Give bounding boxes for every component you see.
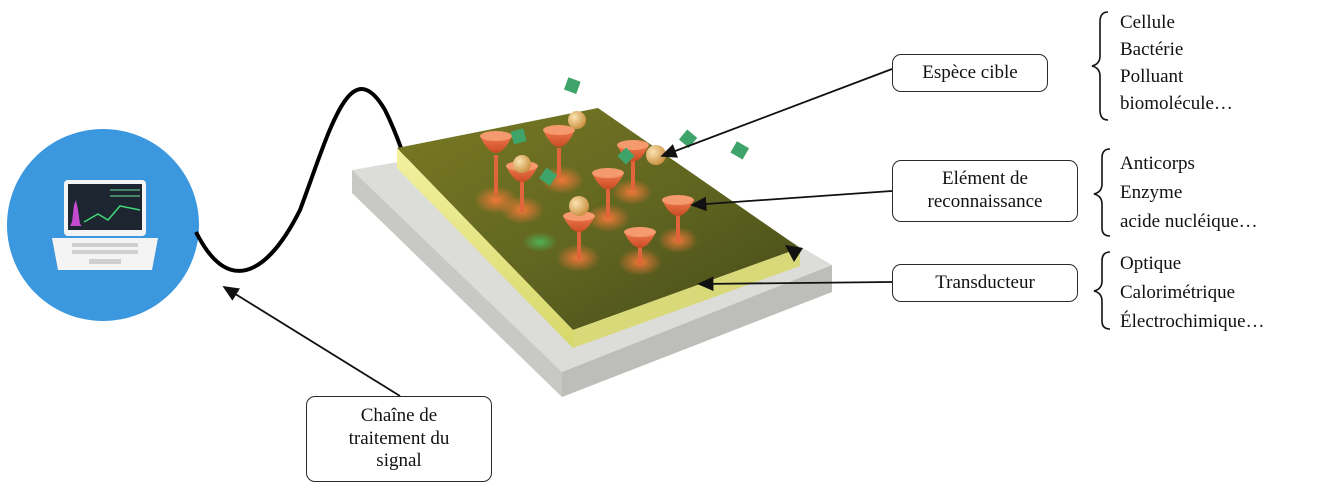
transducteurs-list: Optique Calorimétrique Électrochimique… — [1120, 249, 1265, 336]
target-cubes — [510, 77, 750, 186]
list-item: Cellule — [1120, 12, 1175, 33]
list-item: Bactérie — [1120, 39, 1184, 60]
transducteur-box: Transducteur — [892, 264, 1078, 302]
list-item: Optique — [1120, 253, 1182, 274]
list-item: Polluant — [1120, 66, 1184, 87]
list-item: biomolécule… — [1120, 93, 1233, 114]
laptop-icon — [7, 129, 199, 321]
element-reconnaissance-line-2: reconnaissance — [927, 191, 1043, 212]
arrows — [222, 68, 893, 397]
brace-transducteur — [1093, 251, 1111, 330]
element-reconnaissance-box: Elément de reconnaissance — [892, 160, 1078, 222]
list-item: acide nucléique… — [1120, 211, 1258, 232]
list-item: Enzyme — [1120, 182, 1183, 203]
receptor — [624, 227, 656, 266]
list-item: Électrochimique… — [1120, 311, 1265, 332]
receptor — [480, 131, 512, 195]
especes-list: Cellule Bactérie Polluant biomolécule… — [1120, 9, 1233, 117]
chaine-traitement-line-2: traitement du — [348, 427, 450, 449]
curly-braces — [1091, 11, 1111, 330]
element-reconnaissance-line-1: Elément de — [942, 168, 1028, 190]
elements-list: Anticorps Enzyme acide nucléique… — [1120, 149, 1258, 236]
receptor — [592, 168, 624, 218]
list-item: Anticorps — [1120, 153, 1195, 174]
chaine-traitement-line-3: signal — [376, 450, 422, 472]
receptor — [662, 195, 694, 242]
chaine-traitement-line-1: Chaîne de — [360, 404, 438, 426]
receptor — [543, 125, 575, 178]
list-item: Calorimétrique — [1120, 282, 1236, 303]
brace-espece — [1091, 11, 1109, 121]
espece-cible-box: Espèce cible — [892, 54, 1048, 92]
brace-element — [1093, 148, 1111, 237]
espece-cible-label: Espèce cible — [922, 61, 1018, 83]
transducteur-label: Transducteur — [935, 271, 1035, 293]
cable — [194, 87, 412, 273]
chaine-traitement-box: Chaîne de traitement du signal — [306, 396, 492, 482]
